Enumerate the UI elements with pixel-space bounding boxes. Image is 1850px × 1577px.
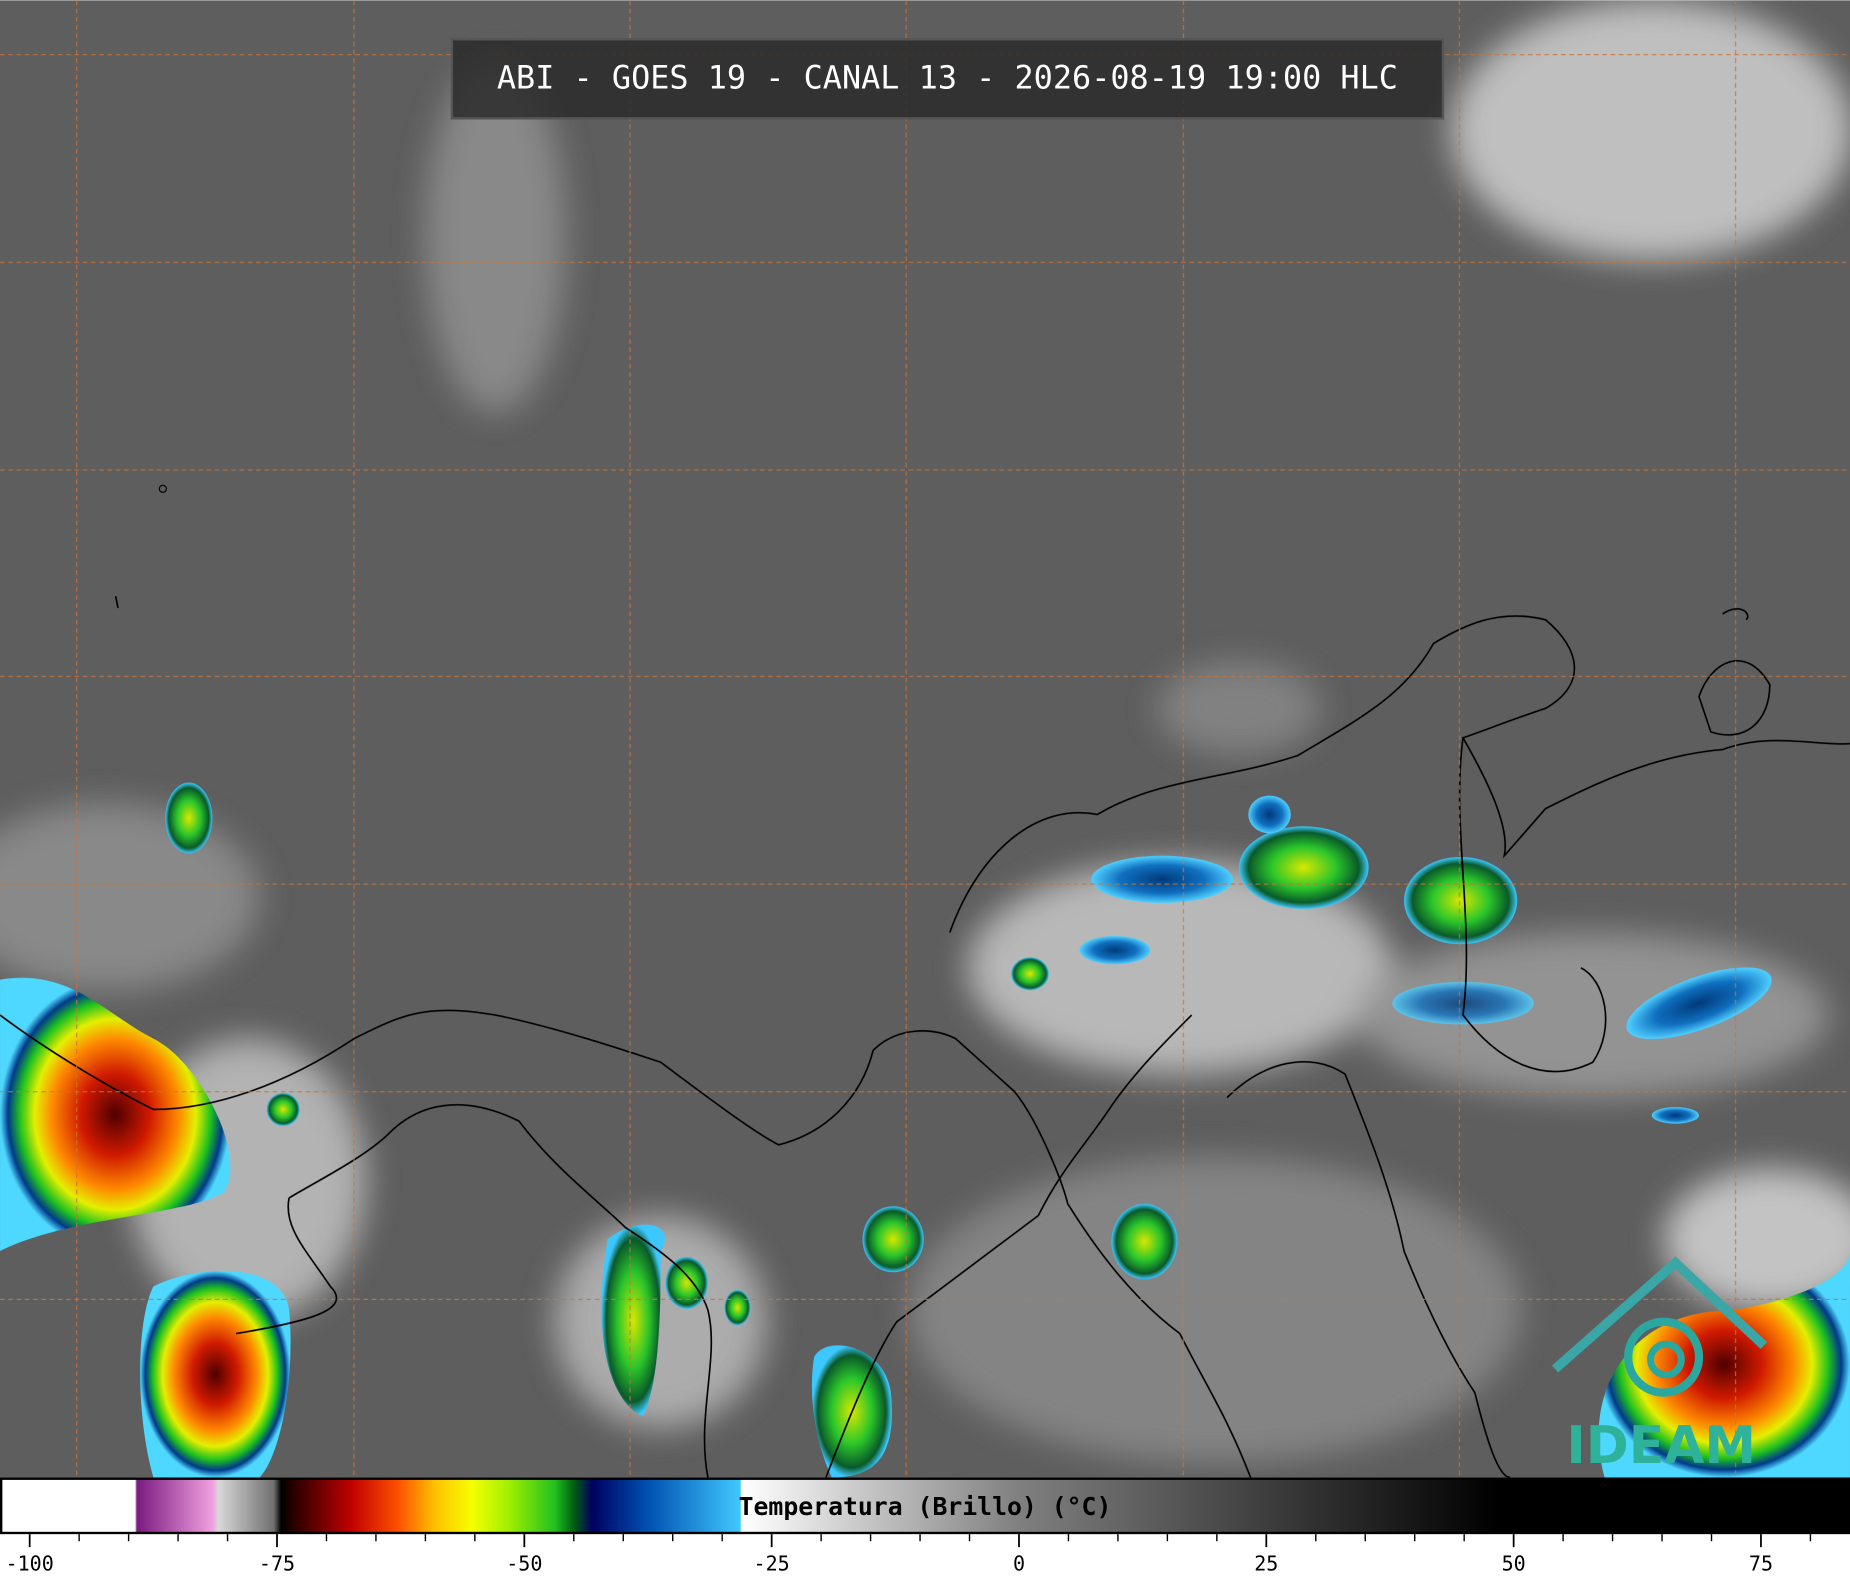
convective-cells [0, 782, 1850, 1478]
logo: IDEAM [1551, 1256, 1768, 1476]
logo-arch [1551, 1256, 1768, 1373]
logo-swirl [1647, 1340, 1685, 1379]
tick-label: -75 [259, 1551, 295, 1575]
tick-label: -25 [754, 1551, 790, 1575]
colorbar-axis: -100 -75 -50 -25 0 25 50 75 [6, 1534, 1812, 1575]
lat-lon-grid [0, 0, 1850, 1478]
tick-label: -50 [506, 1551, 542, 1575]
tick-label: -100 [6, 1551, 54, 1575]
colorbar-label: Temperatura (Brillo) (°C) [739, 1492, 1112, 1521]
colorbar [0, 1477, 1850, 1535]
logo-text: IDEAM [1566, 1416, 1756, 1476]
logo-swirl [1624, 1317, 1704, 1397]
title: ABI - GOES 19 - CANAL 13 - 2026-08-19 19… [497, 58, 1398, 96]
tick-label: 75 [1749, 1551, 1773, 1575]
tick-label: 0 [1013, 1551, 1025, 1575]
tick-label: 50 [1502, 1551, 1526, 1575]
tick-label: 25 [1254, 1551, 1278, 1575]
title-box [450, 38, 1445, 120]
coastlines [0, 484, 1850, 1479]
